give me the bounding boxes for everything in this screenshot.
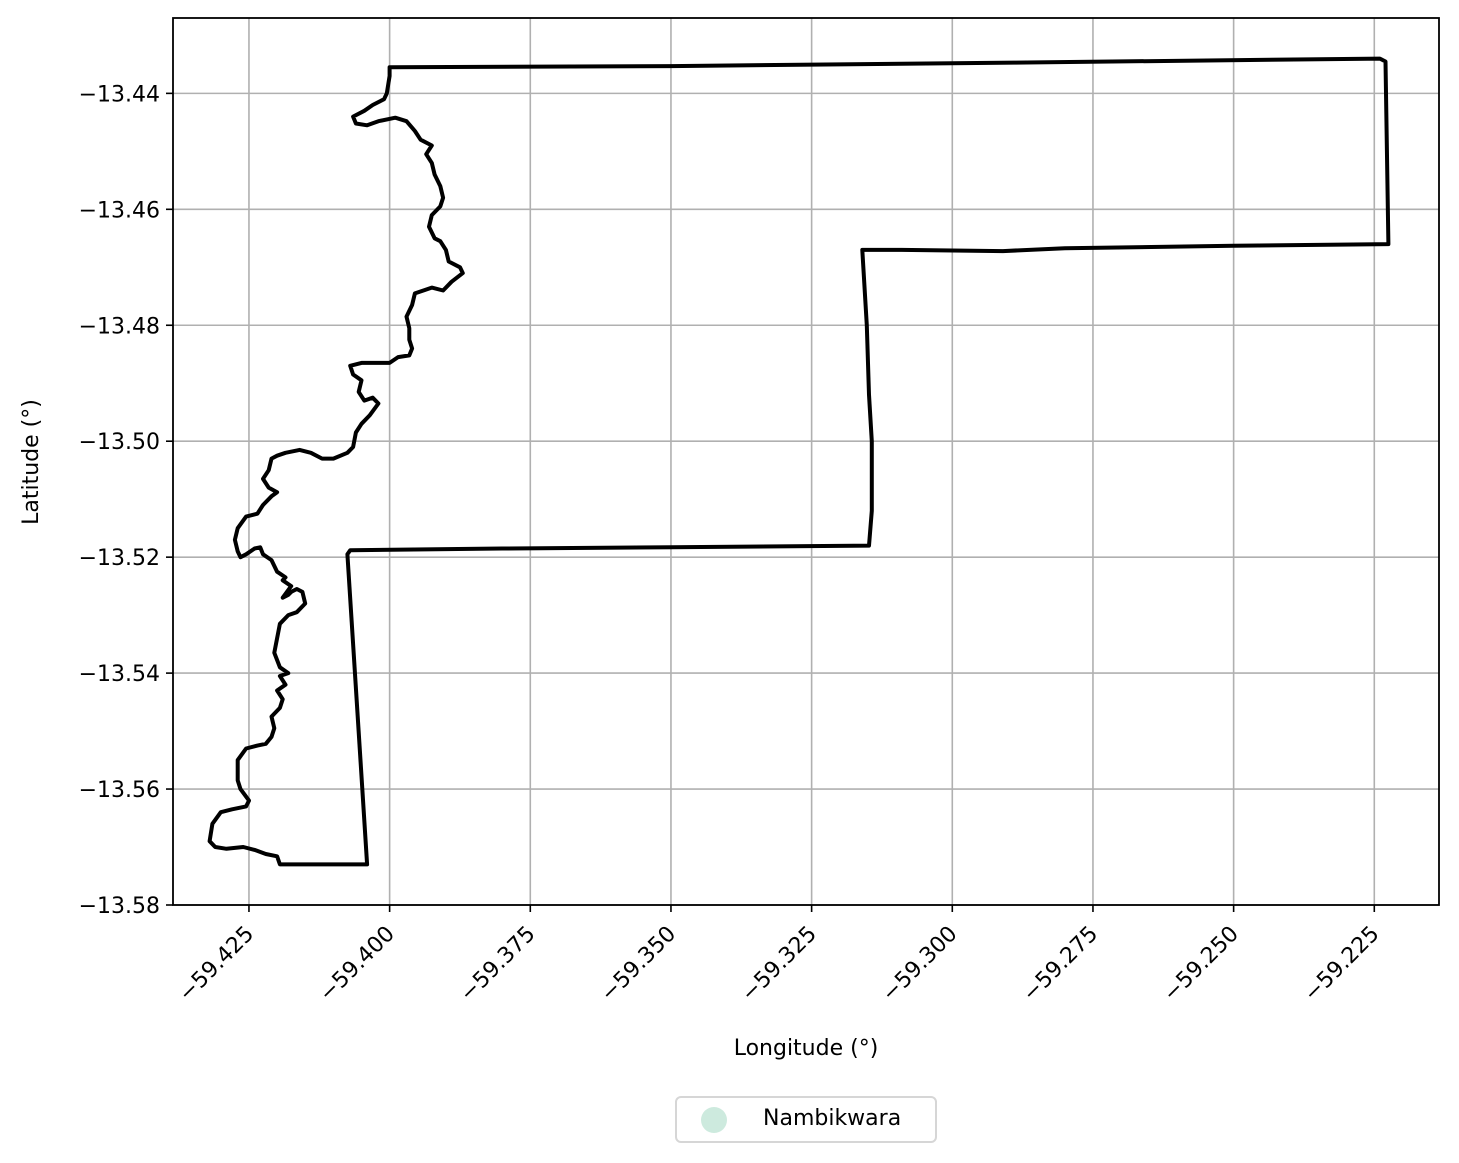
y-tick-label: −13.58 — [79, 894, 160, 919]
y-tick-label: −13.44 — [79, 82, 160, 107]
y-tick-label: −13.54 — [79, 662, 160, 687]
boundary-layer — [207, 56, 1391, 867]
legend: Nambikwara — [675, 1096, 937, 1143]
x-axis-label: Longitude (°) — [734, 1036, 879, 1061]
y-tick-label: −13.48 — [79, 314, 160, 339]
plot-frame — [172, 17, 1440, 906]
y-tick-label: −13.50 — [79, 430, 160, 455]
y-tick-label: −13.56 — [79, 778, 160, 803]
territory-boundary — [207, 56, 1391, 867]
legend-label: Nambikwara — [763, 1106, 902, 1131]
y-tick-label: −13.46 — [79, 198, 160, 223]
y-axis-label: Latitude (°) — [19, 399, 44, 525]
legend-marker-icon — [701, 1107, 727, 1133]
y-tick-label: −13.52 — [79, 546, 160, 571]
